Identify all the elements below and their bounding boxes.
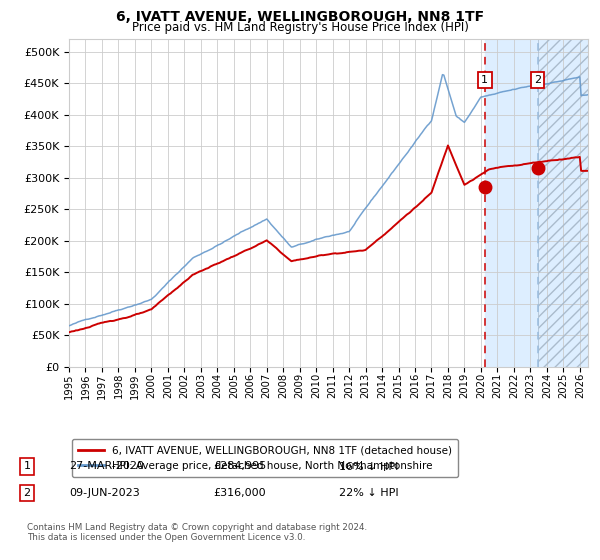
Bar [485,39,588,367]
Text: 1: 1 [23,461,31,472]
Text: £316,000: £316,000 [213,488,266,498]
Text: 09-JUN-2023: 09-JUN-2023 [69,488,140,498]
Text: 1: 1 [481,75,488,85]
Text: £284,995: £284,995 [213,461,266,472]
Text: 6, IVATT AVENUE, WELLINGBOROUGH, NN8 1TF: 6, IVATT AVENUE, WELLINGBOROUGH, NN8 1TF [116,10,484,24]
Bar [538,39,588,367]
Text: 2: 2 [23,488,31,498]
Text: 2: 2 [534,75,541,85]
Text: Price paid vs. HM Land Registry's House Price Index (HPI): Price paid vs. HM Land Registry's House … [131,21,469,34]
Legend: 6, IVATT AVENUE, WELLINGBOROUGH, NN8 1TF (detached house), HPI: Average price, d: 6, IVATT AVENUE, WELLINGBOROUGH, NN8 1TF… [71,439,458,477]
Text: 22% ↓ HPI: 22% ↓ HPI [339,488,398,498]
Text: 27-MAR-2020: 27-MAR-2020 [69,461,144,472]
Text: Contains HM Land Registry data © Crown copyright and database right 2024.
This d: Contains HM Land Registry data © Crown c… [27,523,367,543]
Text: 16% ↓ HPI: 16% ↓ HPI [339,461,398,472]
